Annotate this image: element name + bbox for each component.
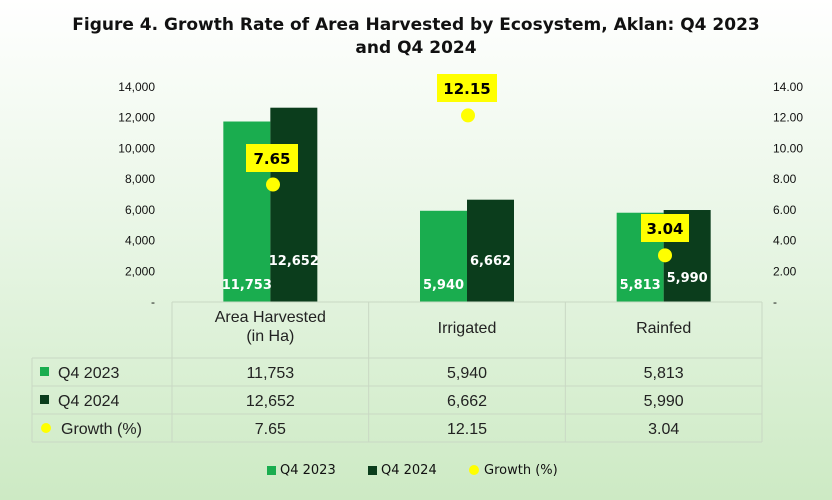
bar-q4-2024	[270, 107, 318, 302]
category-label: Rainfed	[636, 320, 691, 337]
bar-data-label: 6,662	[470, 254, 511, 269]
growth-point	[461, 108, 475, 123]
chart-title-line2: and Q4 2024	[355, 38, 477, 58]
category-label: Irrigated	[438, 320, 497, 337]
table-row-label: Growth (%)	[61, 421, 142, 438]
bar-q4-2024	[467, 199, 514, 302]
legend-label: Q4 2023	[280, 463, 336, 478]
table-cell: 11,753	[246, 365, 294, 382]
table-cell: 6,662	[447, 393, 487, 410]
growth-data-label: 7.65	[253, 150, 290, 168]
right-axis-tick: 10.00	[773, 141, 803, 155]
bar-q4-2023	[420, 210, 467, 302]
table-cell: 12.15	[447, 421, 487, 438]
right-axis-tick: 8.00	[773, 172, 797, 186]
chart-title: Figure 4. Growth Rate of Area Harvested …	[0, 14, 832, 60]
left-axis-tick: 4,000	[125, 234, 155, 248]
growth-label-box	[246, 144, 298, 172]
legend-label: Q4 2024	[381, 463, 437, 478]
right-axis-tick: 4.00	[773, 234, 797, 248]
table-cell: 5,940	[447, 365, 487, 382]
bar-data-label: 11,753	[222, 278, 272, 293]
bar-data-label: 5,813	[620, 278, 661, 293]
table-legend-key-q4-2023	[40, 367, 49, 376]
left-axis-tick: 10,000	[118, 141, 155, 155]
table-cell: 5,813	[644, 365, 684, 382]
growth-label-box	[437, 74, 497, 102]
table-legend-key-q4-2024	[40, 395, 49, 404]
right-axis-tick: 12.00	[773, 111, 803, 125]
table-cell: 7.65	[255, 421, 286, 438]
growth-point	[266, 177, 280, 192]
left-axis-tick: 6,000	[125, 203, 155, 217]
bar-data-label: 12,652	[269, 254, 319, 269]
table-cell: 3.04	[648, 421, 679, 438]
left-axis-tick: 12,000	[118, 111, 155, 125]
table-cell: 5,990	[644, 393, 684, 410]
growth-label-box	[641, 214, 689, 242]
right-axis-tick: 2.00	[773, 264, 797, 278]
legend-label: Growth (%)	[484, 463, 558, 478]
growth-data-label: 12.15	[443, 80, 490, 98]
left-axis-tick: 14,000	[118, 80, 155, 94]
right-axis-tick: 14.00	[773, 80, 803, 94]
growth-data-label: 3.04	[646, 220, 683, 238]
table-legend-key-growth	[41, 423, 51, 433]
left-axis-tick: 8,000	[125, 172, 155, 186]
left-axis-tick: 2,000	[125, 264, 155, 278]
category-label: (in Ha)	[246, 328, 294, 345]
right-axis-tick: -	[773, 295, 777, 309]
table-cell: 12,652	[246, 393, 295, 410]
legend-key-growth	[469, 465, 479, 475]
right-axis-tick: 6.00	[773, 203, 797, 217]
legend-key-q4-2023	[267, 466, 276, 475]
bar-data-label: 5,990	[667, 271, 708, 286]
chart-title-line1: Figure 4. Growth Rate of Area Harvested …	[72, 15, 760, 35]
table-row-label: Q4 2024	[58, 393, 119, 410]
table-row-label: Q4 2023	[58, 365, 119, 382]
category-label: Area Harvested	[215, 309, 326, 326]
legend-key-q4-2024	[368, 466, 377, 475]
left-axis-tick: -	[151, 295, 155, 309]
bar-data-label: 5,940	[423, 278, 464, 293]
growth-point	[658, 248, 672, 263]
